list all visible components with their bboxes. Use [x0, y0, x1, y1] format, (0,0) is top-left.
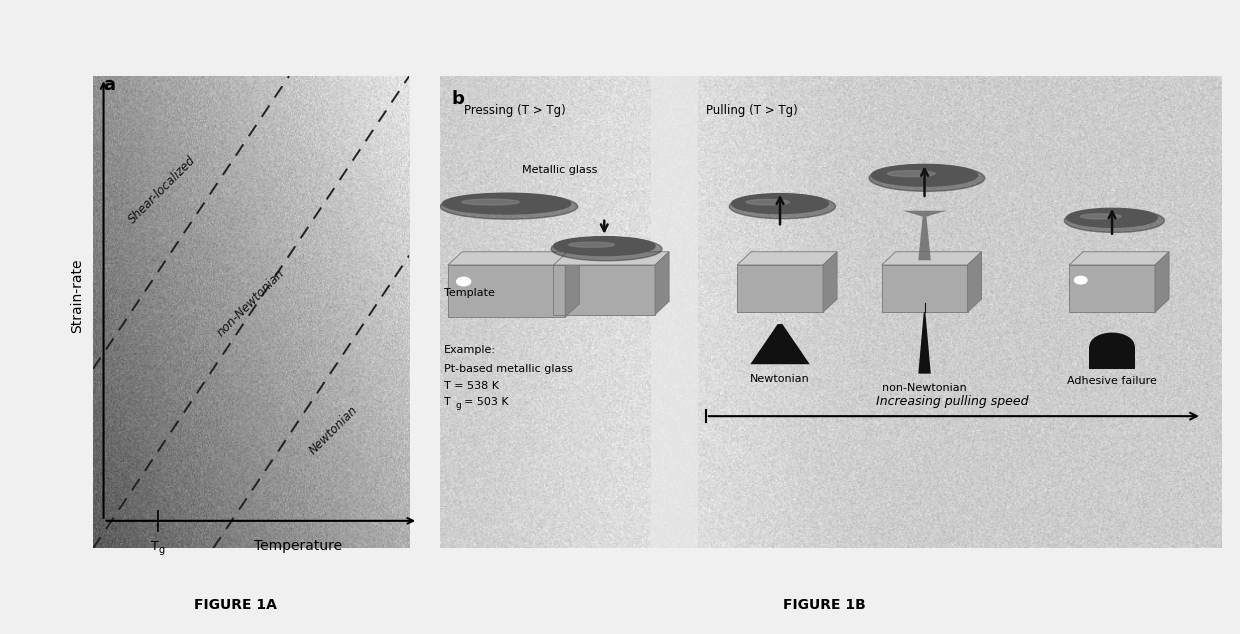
Text: Pt-based metallic glass: Pt-based metallic glass: [444, 364, 573, 374]
Text: FIGURE 1A: FIGURE 1A: [195, 598, 277, 612]
Ellipse shape: [1075, 276, 1087, 284]
Polygon shape: [919, 313, 931, 373]
Text: FIGURE 1B: FIGURE 1B: [784, 598, 866, 612]
Text: Temperature: Temperature: [254, 539, 342, 553]
Polygon shape: [823, 252, 837, 313]
Text: T: T: [151, 540, 159, 553]
Polygon shape: [1069, 252, 1169, 265]
Text: non-Newtonian: non-Newtonian: [215, 266, 288, 339]
Text: Newtonian: Newtonian: [750, 373, 810, 384]
Ellipse shape: [443, 193, 570, 214]
Polygon shape: [967, 252, 982, 313]
Polygon shape: [737, 252, 837, 265]
Wedge shape: [1090, 333, 1135, 346]
Text: b: b: [451, 90, 465, 108]
Text: g: g: [159, 545, 165, 555]
Ellipse shape: [440, 194, 578, 219]
Polygon shape: [750, 324, 810, 364]
Ellipse shape: [732, 194, 828, 214]
Polygon shape: [553, 265, 655, 314]
Ellipse shape: [569, 242, 614, 247]
Text: a: a: [103, 75, 115, 94]
Text: Strain-rate: Strain-rate: [69, 259, 84, 333]
Polygon shape: [882, 252, 982, 265]
Ellipse shape: [746, 200, 790, 205]
Ellipse shape: [888, 171, 935, 177]
Polygon shape: [448, 265, 565, 317]
Text: Shear-localized: Shear-localized: [126, 153, 198, 226]
Text: T = 538 K: T = 538 K: [444, 381, 500, 391]
Polygon shape: [565, 252, 579, 317]
Text: Increasing pulling speed: Increasing pulling speed: [875, 394, 1028, 408]
Text: Adhesive failure: Adhesive failure: [1068, 376, 1157, 386]
Text: Example:: Example:: [444, 346, 496, 355]
Ellipse shape: [869, 165, 985, 191]
Ellipse shape: [461, 199, 520, 205]
Polygon shape: [655, 252, 670, 314]
Polygon shape: [1069, 265, 1154, 313]
Text: Pressing (T > Tg): Pressing (T > Tg): [464, 105, 565, 117]
Ellipse shape: [872, 164, 977, 186]
Polygon shape: [737, 265, 823, 313]
Text: Pulling (T > Tg): Pulling (T > Tg): [706, 105, 797, 117]
Ellipse shape: [456, 277, 471, 286]
Ellipse shape: [1066, 209, 1157, 227]
Ellipse shape: [729, 194, 836, 219]
Text: Template: Template: [444, 288, 495, 299]
Polygon shape: [882, 265, 967, 313]
Bar: [651, 76, 698, 548]
Polygon shape: [1090, 346, 1135, 369]
Text: Metallic glass: Metallic glass: [522, 165, 598, 175]
Text: g: g: [456, 401, 461, 410]
Polygon shape: [448, 252, 579, 265]
Polygon shape: [903, 210, 946, 261]
Text: T: T: [444, 398, 451, 407]
Text: Newtonian: Newtonian: [306, 403, 360, 457]
Polygon shape: [553, 252, 670, 265]
Polygon shape: [1154, 252, 1169, 313]
Ellipse shape: [551, 237, 662, 261]
Ellipse shape: [1064, 209, 1164, 233]
Text: = 503 K: = 503 K: [464, 398, 508, 407]
Text: non-Newtonian: non-Newtonian: [882, 383, 967, 393]
Ellipse shape: [1080, 214, 1121, 219]
Ellipse shape: [553, 236, 655, 256]
